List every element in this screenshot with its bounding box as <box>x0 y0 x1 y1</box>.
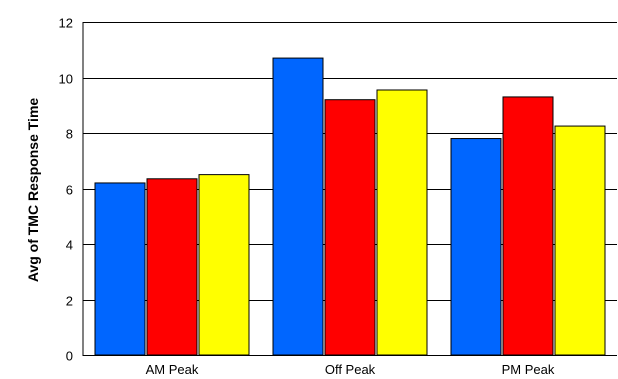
bars <box>94 57 606 356</box>
bar <box>146 178 198 356</box>
bar <box>376 89 428 356</box>
bar <box>272 57 324 356</box>
bar <box>554 125 606 356</box>
bar <box>450 138 502 356</box>
bar <box>94 182 146 356</box>
x-tick-label: AM Peak <box>146 362 199 377</box>
axes <box>82 22 617 356</box>
y-tick-label: 12 <box>59 16 73 31</box>
x-tick-labels: AM Peak Off Peak PM Peak <box>146 362 555 377</box>
y-tick-labels: 0 2 4 6 8 10 12 <box>59 16 73 364</box>
y-tick-label: 4 <box>66 238 73 253</box>
y-tick-label: 6 <box>66 183 73 198</box>
bar <box>198 174 250 356</box>
x-tick-label: PM Peak <box>502 362 555 377</box>
bar <box>502 96 554 356</box>
y-tick-label: 10 <box>59 72 73 87</box>
y-axis-title: Avg of TMC Response Time <box>25 98 41 283</box>
x-tick-label: Off Peak <box>325 362 376 377</box>
y-tick-label: 2 <box>66 294 73 309</box>
y-tick-label: 8 <box>66 127 73 142</box>
bar <box>324 99 376 356</box>
y-tick-label: 0 <box>66 349 73 364</box>
